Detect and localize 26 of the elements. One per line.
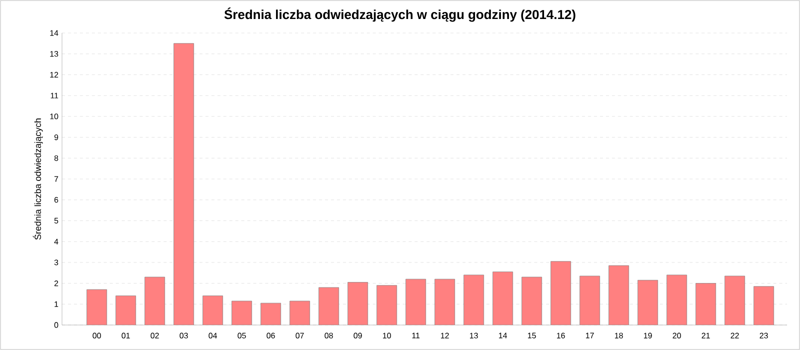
bar xyxy=(492,272,514,325)
bar xyxy=(376,285,398,325)
bar xyxy=(202,296,224,325)
bar xyxy=(290,300,310,325)
bar xyxy=(464,274,484,325)
y-axis-title: Średnia liczba odwiedzających xyxy=(32,118,43,240)
bar xyxy=(318,287,340,325)
bar xyxy=(696,283,716,325)
bar xyxy=(260,302,282,325)
bar xyxy=(348,282,368,325)
bar xyxy=(434,278,456,325)
bar xyxy=(144,276,165,325)
bar xyxy=(550,261,572,325)
bar xyxy=(724,276,746,325)
chart-title: Średnia liczba odwiedzających w ciągu godziny (2014.12) xyxy=(224,8,576,22)
bar xyxy=(174,43,194,325)
bar xyxy=(522,276,542,325)
bar xyxy=(608,265,630,325)
bar xyxy=(754,286,774,325)
bar xyxy=(116,296,136,325)
bar xyxy=(666,274,688,325)
bar xyxy=(638,280,658,325)
bar xyxy=(232,300,252,325)
bar xyxy=(86,289,107,325)
bar xyxy=(406,278,426,325)
bar xyxy=(580,276,600,325)
